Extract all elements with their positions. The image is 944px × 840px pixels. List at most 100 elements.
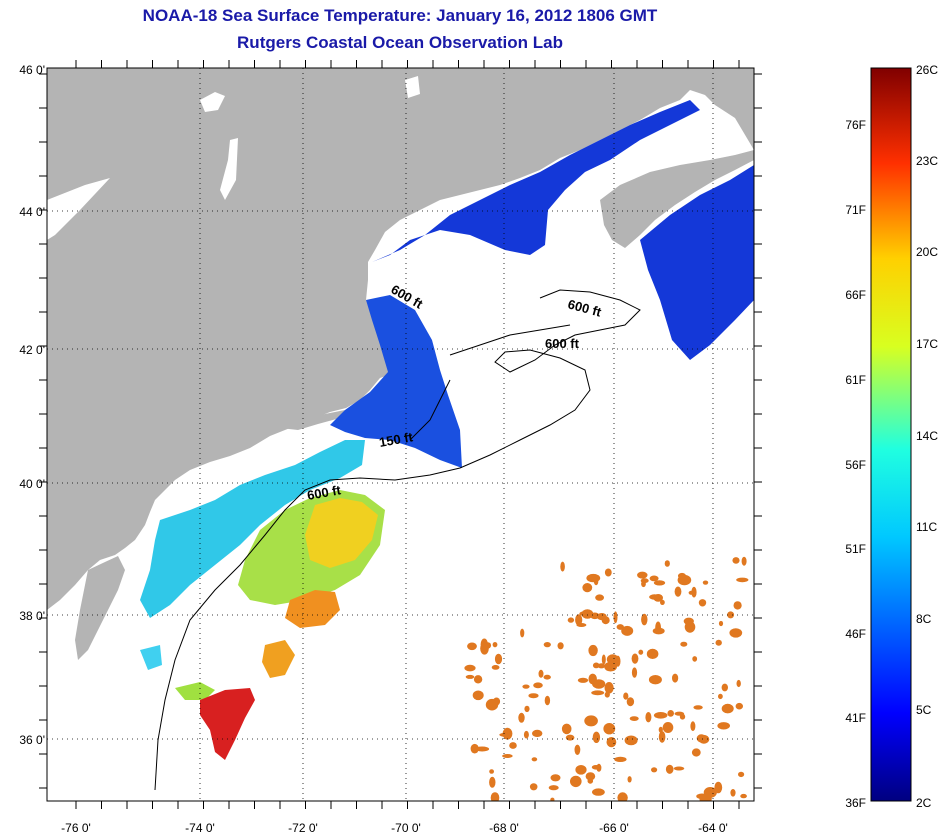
warm-patch xyxy=(624,735,638,746)
warm-patch xyxy=(577,677,589,683)
warm-patch xyxy=(715,639,722,646)
warm-patch xyxy=(565,734,575,741)
warm-patch xyxy=(529,783,538,791)
warm-patch xyxy=(741,556,747,566)
sst-green-patch xyxy=(175,682,215,700)
warm-patch xyxy=(595,594,604,601)
lon-label: -70 0' xyxy=(391,821,421,835)
warm-patch xyxy=(667,710,674,717)
warm-patch xyxy=(467,642,477,651)
warm-patch xyxy=(641,613,648,626)
cb-f-label: 36F xyxy=(845,796,866,810)
warm-patch xyxy=(524,705,530,713)
warm-patch xyxy=(575,765,587,775)
sst-cold-region xyxy=(372,100,700,262)
warm-patch xyxy=(637,571,648,579)
warm-patch xyxy=(735,702,743,710)
latitude-labels: 46 0' 44 0' 42 0' 40 0' 38 0' 36 0' xyxy=(19,63,45,747)
warm-patch xyxy=(587,778,594,784)
warm-patch xyxy=(550,774,561,782)
warm-patch xyxy=(730,789,736,797)
cb-f-label: 66F xyxy=(845,288,866,302)
warm-patch xyxy=(673,766,685,771)
map-subtitle: Rutgers Coastal Ocean Observation Lab xyxy=(237,33,563,52)
warm-patch xyxy=(646,648,659,660)
warm-patch xyxy=(693,705,703,710)
cb-f-label: 56F xyxy=(845,458,866,472)
land-long-island xyxy=(280,410,345,430)
warm-patch xyxy=(560,561,565,572)
warm-patch xyxy=(674,711,685,716)
sst-warm-core xyxy=(305,498,378,568)
warm-patch xyxy=(597,663,606,669)
warm-patch xyxy=(601,616,610,625)
warm-patch xyxy=(649,594,660,600)
warm-patch xyxy=(617,792,628,801)
sst-mid-region xyxy=(140,440,365,618)
warm-patch xyxy=(592,731,601,743)
warm-patch xyxy=(465,674,475,679)
warm-patch xyxy=(582,583,593,593)
cb-c-label: 23C xyxy=(916,154,938,168)
cb-c-label: 17C xyxy=(916,337,938,351)
colorbar xyxy=(870,67,912,802)
contour-label: 600 ft xyxy=(306,482,343,503)
warm-patch xyxy=(491,665,500,670)
warm-patch xyxy=(604,568,612,577)
warm-patch xyxy=(567,617,575,623)
warm-patch xyxy=(586,573,601,583)
warm-patch xyxy=(652,627,665,635)
lat-label: 44 0' xyxy=(19,205,45,219)
lake xyxy=(220,138,238,200)
warm-patch xyxy=(492,642,498,648)
lake xyxy=(47,178,110,240)
warm-patch xyxy=(490,792,500,801)
warm-patch xyxy=(718,620,724,627)
warm-patch xyxy=(736,577,749,583)
cb-c-label: 2C xyxy=(916,796,932,810)
lat-label: 38 0' xyxy=(19,609,45,623)
warm-patch xyxy=(543,642,551,648)
warm-patch xyxy=(621,625,634,636)
land-delmarva xyxy=(75,556,125,660)
sst-hot-patch xyxy=(200,688,255,760)
warm-patch xyxy=(581,609,594,619)
lon-label: -64 0' xyxy=(698,821,728,835)
warm-patch xyxy=(698,599,707,607)
map-border xyxy=(46,67,755,802)
cb-c-label: 20C xyxy=(916,245,938,259)
longitude-labels: -76 0' -74 0' -72 0' -70 0' -68 0' -66 0… xyxy=(61,821,728,835)
warm-patch xyxy=(531,757,538,762)
colorbar-fahrenheit-labels: 76F 71F 66F 61F 56F 51F 46F 41F 36F xyxy=(845,118,866,810)
warm-patch xyxy=(575,614,583,626)
warm-patch xyxy=(596,763,602,772)
land-us-mainland xyxy=(47,68,754,610)
warm-patch xyxy=(672,673,679,683)
warm-patch xyxy=(729,628,743,638)
warm-patch xyxy=(717,722,730,730)
warm-patch xyxy=(718,693,723,700)
colorbar-celsius-labels: 26C 23C 20C 17C 14C 11C 8C 5C 2C xyxy=(916,63,938,810)
warm-patch xyxy=(702,580,709,585)
depth-contours xyxy=(154,289,641,791)
warm-patch xyxy=(520,628,525,638)
warm-patch xyxy=(472,690,484,701)
warm-patch xyxy=(592,679,606,689)
warm-patch xyxy=(584,715,598,727)
cb-c-label: 5C xyxy=(916,703,932,717)
warm-patch xyxy=(606,737,617,748)
cb-f-label: 41F xyxy=(845,711,866,725)
warm-patch xyxy=(660,599,665,606)
warm-patch xyxy=(649,575,659,582)
warm-patch xyxy=(626,697,635,707)
lat-label: 40 0' xyxy=(19,477,45,491)
warm-patch xyxy=(528,693,539,699)
warm-patch xyxy=(733,601,742,610)
cb-c-label: 8C xyxy=(916,612,932,626)
cb-c-label: 14C xyxy=(916,429,938,443)
warm-patch xyxy=(532,729,543,738)
warm-patch xyxy=(677,574,692,586)
warm-patch xyxy=(509,742,517,749)
warm-patch xyxy=(585,772,596,781)
